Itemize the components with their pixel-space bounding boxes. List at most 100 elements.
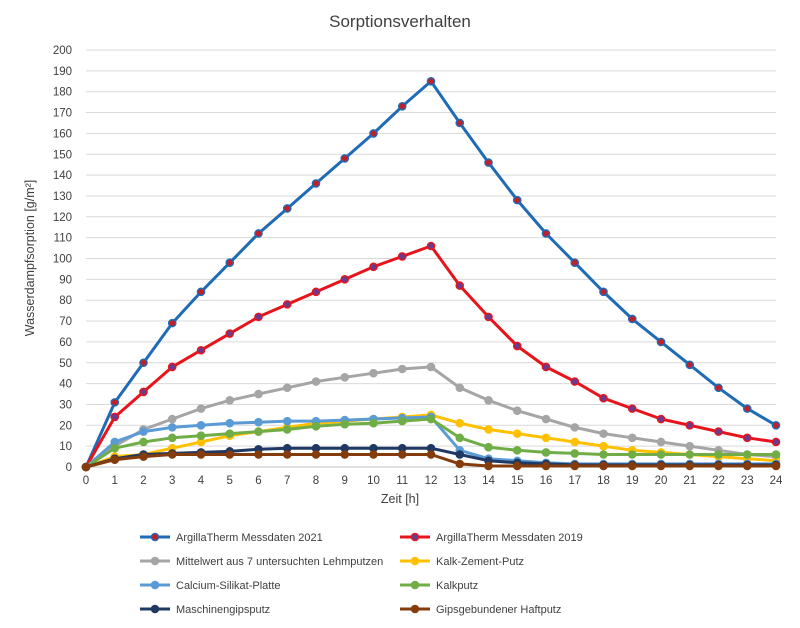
- x-tick-label: 23: [741, 475, 754, 487]
- data-point: [685, 461, 695, 471]
- data-point: [512, 446, 522, 455]
- y-tick-label: 80: [59, 295, 72, 307]
- data-point: [656, 437, 666, 447]
- data-point: [541, 414, 551, 424]
- data-point: [570, 258, 580, 267]
- x-tick-label: 6: [255, 475, 261, 487]
- data-point: [254, 312, 263, 322]
- legend-item: Mittelwert aus 7 untersuchten Lehmputzen: [140, 556, 383, 568]
- data-point: [254, 229, 263, 238]
- y-tick-label: 40: [59, 379, 72, 391]
- y-axis-title: Wasserdampfsorption [g/m²]: [23, 180, 37, 337]
- y-tick-label: 200: [53, 45, 72, 57]
- data-point: [139, 358, 148, 368]
- data-point: [167, 450, 177, 459]
- data-point: [685, 420, 695, 430]
- x-tick-label: 11: [396, 475, 408, 487]
- y-tick-label: 150: [53, 149, 72, 161]
- data-point: [225, 258, 235, 267]
- legend-label: Kalk-Zement-Putz: [436, 556, 524, 568]
- y-tick-label: 70: [59, 316, 72, 328]
- data-point: [225, 329, 235, 338]
- y-tick-label: 180: [53, 87, 72, 99]
- data-point: [742, 461, 752, 471]
- data-point: [426, 362, 436, 372]
- data-point: [512, 341, 522, 351]
- y-tick-label: 140: [53, 170, 72, 182]
- data-point: [196, 450, 206, 459]
- x-tick-label: 9: [342, 475, 348, 487]
- y-tick-label: 50: [59, 358, 72, 370]
- x-tick-label: 20: [655, 475, 668, 487]
- data-point: [397, 364, 407, 374]
- data-point: [196, 404, 206, 413]
- y-tick-label: 130: [53, 191, 72, 203]
- data-point: [771, 420, 781, 430]
- data-point: [110, 455, 120, 465]
- series-line: [84, 79, 777, 468]
- legend-swatch-marker: [150, 532, 160, 542]
- x-tick-label: 1: [112, 475, 118, 487]
- data-point: [282, 416, 292, 426]
- legend-item: Kalk-Zement-Putz: [400, 556, 524, 568]
- data-point: [484, 395, 493, 405]
- data-point: [714, 383, 723, 393]
- data-point: [311, 179, 321, 188]
- legend-swatch-marker: [150, 556, 160, 566]
- data-point: [512, 406, 522, 416]
- data-point: [110, 398, 120, 407]
- x-axis-ticks: 0 1 2 3 4 5 6 7 8 9 10 11 12 13 14 15 16 17 18 19 20 21 22 23 24: [83, 475, 783, 487]
- data-point: [512, 429, 522, 438]
- data-point: [627, 433, 637, 443]
- x-tick-label: 12: [425, 475, 438, 487]
- data-point: [196, 431, 206, 441]
- data-point: [656, 450, 666, 459]
- data-point: [340, 154, 350, 163]
- data-point: [340, 373, 350, 382]
- data-point: [397, 416, 407, 426]
- data-point: [570, 449, 580, 458]
- data-point: [167, 433, 177, 443]
- data-point: [742, 450, 752, 459]
- legend-label: Gipsgebundener Haftputz: [436, 604, 561, 616]
- series-2: [81, 241, 781, 472]
- data-point: [225, 395, 235, 405]
- data-point: [426, 450, 436, 459]
- data-point: [282, 450, 292, 459]
- data-point: [282, 425, 292, 434]
- data-point: [81, 462, 91, 472]
- x-tick-label: 7: [284, 475, 290, 487]
- data-point: [139, 387, 148, 397]
- data-point: [139, 452, 148, 461]
- data-point: [455, 281, 465, 290]
- data-point: [397, 450, 407, 459]
- data-point: [282, 300, 292, 309]
- data-point: [369, 129, 378, 138]
- x-tick-label: 2: [140, 475, 146, 487]
- chart-title: Sorptionsverhalten: [329, 12, 471, 31]
- x-tick-label: 14: [482, 475, 495, 487]
- data-point: [512, 195, 522, 205]
- data-point: [340, 419, 350, 429]
- data-point: [110, 443, 120, 453]
- data-point: [426, 241, 436, 251]
- data-point: [455, 418, 465, 428]
- data-point: [484, 425, 493, 434]
- data-point: [685, 450, 695, 459]
- data-point: [714, 461, 723, 471]
- data-point: [656, 461, 666, 471]
- legend-swatch-marker: [410, 580, 420, 590]
- legend-label: Calcium-Silikat-Platte: [176, 580, 281, 592]
- x-tick-label: 13: [453, 475, 466, 487]
- legend-label: Kalkputz: [436, 580, 478, 592]
- data-point: [167, 423, 177, 432]
- x-tick-label: 0: [83, 475, 89, 487]
- y-tick-label: 60: [59, 337, 72, 349]
- series-lines: [81, 76, 781, 472]
- data-point: [599, 393, 608, 403]
- data-point: [541, 433, 551, 443]
- data-point: [484, 312, 493, 322]
- data-point: [484, 461, 493, 471]
- x-tick-label: 18: [597, 475, 610, 487]
- y-tick-label: 100: [53, 254, 72, 266]
